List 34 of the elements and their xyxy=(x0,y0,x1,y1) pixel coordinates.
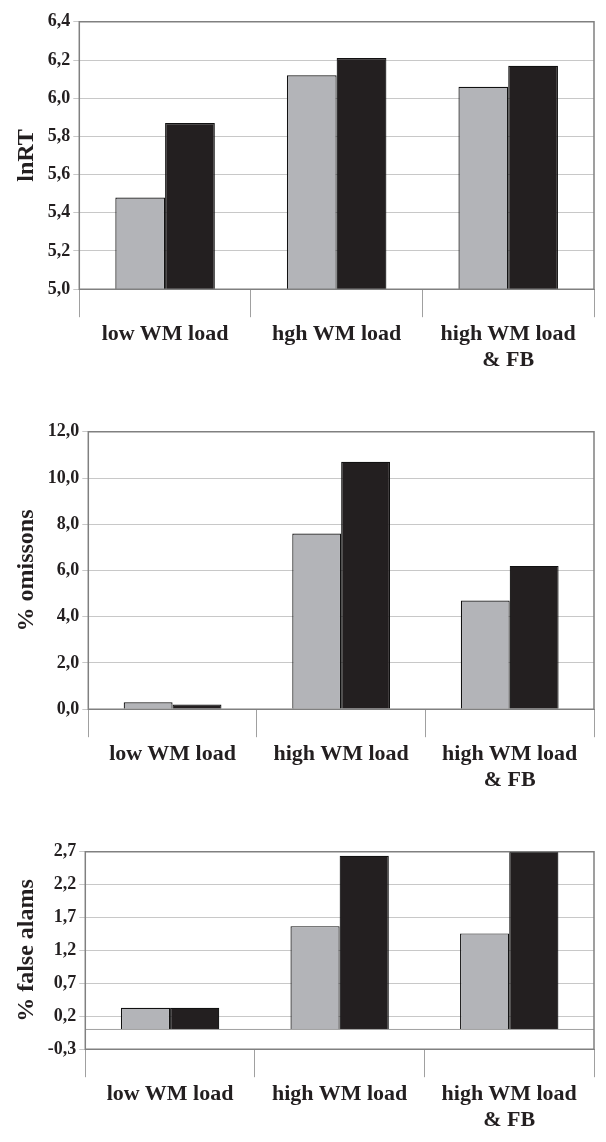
x-tick-label: hgh WM load xyxy=(272,320,402,346)
y-tick-label: -0,3 xyxy=(47,1037,77,1058)
y-tick-label: 5,4 xyxy=(47,201,71,222)
x-tick-label: high WM load xyxy=(273,740,409,766)
y-tick-label: 12,0 xyxy=(47,420,80,441)
y-axis-title: lnRT xyxy=(11,129,38,182)
x-tick-label: low WM load xyxy=(109,740,236,766)
x-tick-label: high WM load xyxy=(271,1080,408,1106)
y-axis-title: % omissons xyxy=(11,509,38,632)
x-tick-label: high WM load & FB xyxy=(440,320,576,372)
y-tick-label: 6,4 xyxy=(47,10,71,31)
y-tick-label: 5,2 xyxy=(47,239,71,260)
y-tick-label: 1,2 xyxy=(53,939,77,960)
y-tick-label: 1,7 xyxy=(53,906,77,927)
x-tick-label: high WM load & FB xyxy=(442,740,578,792)
y-tick-label: 0,7 xyxy=(53,972,77,993)
y-tick-label: 6,2 xyxy=(47,48,71,69)
y-tick-label: 6,0 xyxy=(56,559,80,580)
y-tick-label: 10,0 xyxy=(47,466,80,487)
y-tick-label: 5,8 xyxy=(47,125,71,146)
y-tick-label: 5,0 xyxy=(47,277,71,298)
y-tick-label: 5,6 xyxy=(47,163,71,184)
x-tick-label: low WM load xyxy=(101,320,229,346)
x-tick-label: high WM load & FB xyxy=(441,1080,577,1132)
y-tick-label: 2,0 xyxy=(56,651,80,672)
y-tick-label: 2,7 xyxy=(53,840,77,861)
y-tick-label: 4,0 xyxy=(56,605,80,626)
y-tick-label: 0,2 xyxy=(53,1004,77,1025)
y-tick-label: 0,0 xyxy=(56,697,80,718)
y-tick-label: 8,0 xyxy=(56,512,80,533)
y-tick-label: 6,0 xyxy=(47,86,71,107)
y-axis-title: % false alams xyxy=(11,879,38,1022)
y-tick-label: 2,2 xyxy=(53,873,77,894)
x-tick-label: low WM load xyxy=(106,1080,234,1106)
